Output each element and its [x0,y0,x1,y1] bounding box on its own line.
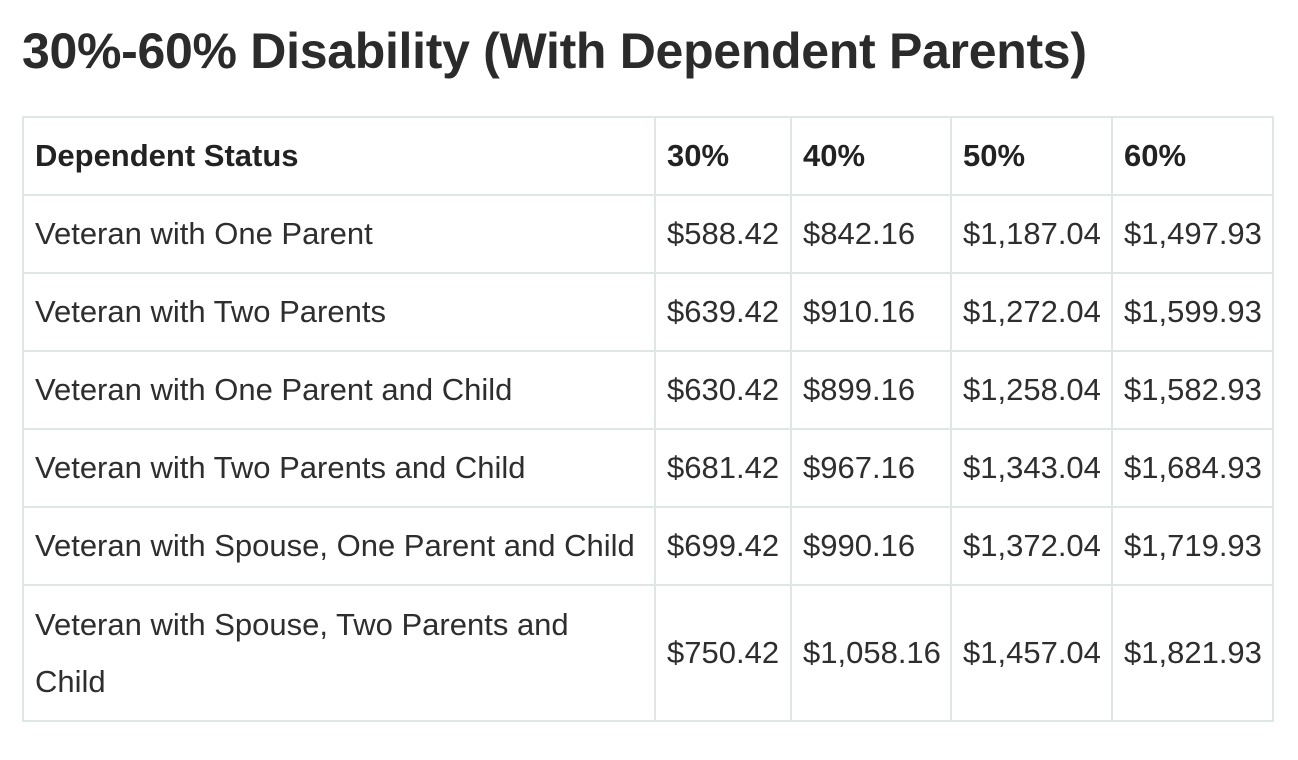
rate-50-cell: $1,343.04 [950,428,1113,508]
rate-50-cell: $1,187.04 [950,194,1113,274]
rate-50-cell: $1,258.04 [950,350,1113,430]
rate-50-cell: $1,272.04 [950,272,1113,352]
rate-40-cell: $899.16 [790,350,952,430]
header-60-percent: 60% [1111,116,1274,196]
rate-30-cell: $630.42 [654,350,792,430]
dependent-status-cell: Veteran with Two Parents [22,272,656,352]
page-title: 30%-60% Disability (With Dependent Paren… [22,23,1087,79]
rate-60-cell: $1,582.93 [1111,350,1274,430]
table-row: Veteran with One Parent and Child $630.4… [22,350,1274,430]
rate-60-cell: $1,821.93 [1111,584,1274,722]
header-40-percent: 40% [790,116,952,196]
rate-60-cell: $1,719.93 [1111,506,1274,586]
header-dependent-status: Dependent Status [22,116,656,196]
rate-40-cell: $842.16 [790,194,952,274]
dependent-status-cell: Veteran with One Parent [22,194,656,274]
rate-50-cell: $1,372.04 [950,506,1113,586]
table-row: Veteran with Two Parents $639.42 $910.16… [22,272,1274,352]
disability-rates-table: Dependent Status 30% 40% 50% 60% Veteran… [22,116,1274,722]
rate-40-cell: $1,058.16 [790,584,952,722]
table-header: Dependent Status 30% 40% 50% 60% [22,116,1274,196]
dependent-status-cell: Veteran with Spouse, Two Parents and Chi… [22,584,656,722]
rate-30-cell: $681.42 [654,428,792,508]
dependent-status-cell: Veteran with Spouse, One Parent and Chil… [22,506,656,586]
rate-30-cell: $750.42 [654,584,792,722]
table-row: Veteran with Spouse, One Parent and Chil… [22,506,1274,586]
rate-60-cell: $1,684.93 [1111,428,1274,508]
rate-40-cell: $990.16 [790,506,952,586]
rate-40-cell: $910.16 [790,272,952,352]
rate-30-cell: $699.42 [654,506,792,586]
header-row: Dependent Status 30% 40% 50% 60% [22,116,1274,196]
rate-60-cell: $1,497.93 [1111,194,1274,274]
header-30-percent: 30% [654,116,792,196]
rate-60-cell: $1,599.93 [1111,272,1274,352]
header-50-percent: 50% [950,116,1113,196]
table-row: Veteran with Two Parents and Child $681.… [22,428,1274,508]
dependent-status-cell: Veteran with Two Parents and Child [22,428,656,508]
table-body: Veteran with One Parent $588.42 $842.16 … [22,194,1274,722]
table-row: Veteran with One Parent $588.42 $842.16 … [22,194,1274,274]
rate-50-cell: $1,457.04 [950,584,1113,722]
rate-40-cell: $967.16 [790,428,952,508]
rate-30-cell: $588.42 [654,194,792,274]
dependent-status-cell: Veteran with One Parent and Child [22,350,656,430]
rate-30-cell: $639.42 [654,272,792,352]
table-row: Veteran with Spouse, Two Parents and Chi… [22,584,1274,722]
